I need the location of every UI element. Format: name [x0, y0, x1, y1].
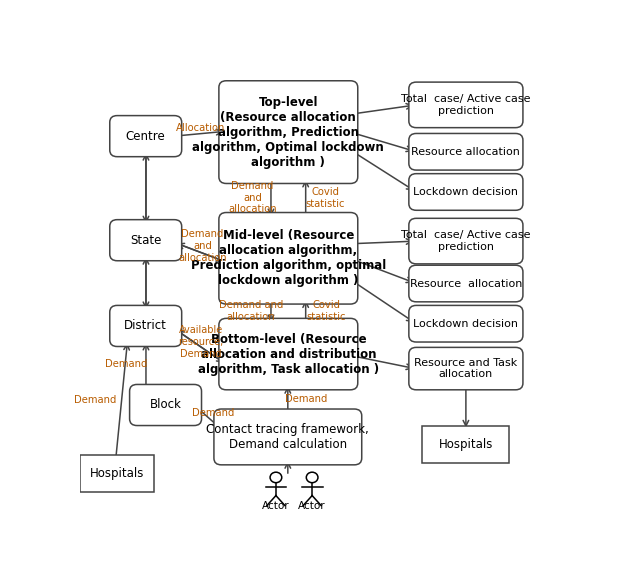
Text: Demand: Demand	[74, 395, 116, 405]
Text: Total  case/ Active case
prediction: Total case/ Active case prediction	[401, 230, 531, 252]
Text: Demand and
allocation: Demand and allocation	[219, 300, 284, 322]
Text: Demand
and
allocation: Demand and allocation	[178, 230, 227, 263]
Text: State: State	[130, 234, 161, 246]
FancyBboxPatch shape	[219, 212, 358, 304]
Text: Demand: Demand	[285, 394, 328, 404]
FancyBboxPatch shape	[219, 81, 358, 183]
FancyBboxPatch shape	[80, 455, 154, 492]
FancyBboxPatch shape	[409, 347, 523, 390]
FancyBboxPatch shape	[409, 173, 523, 211]
FancyBboxPatch shape	[409, 265, 523, 302]
Text: Lockdown decision: Lockdown decision	[413, 319, 518, 329]
Text: Resource and Task
allocation: Resource and Task allocation	[414, 358, 518, 379]
Text: Bottom-level (Resource
allocation and distribution
algorithm, Task allocation ): Bottom-level (Resource allocation and di…	[198, 332, 379, 376]
Text: Hospitals: Hospitals	[90, 467, 145, 480]
Text: District: District	[124, 320, 167, 332]
FancyBboxPatch shape	[129, 385, 202, 426]
Text: Covid
statistic: Covid statistic	[305, 187, 345, 209]
FancyBboxPatch shape	[110, 220, 182, 261]
Text: Centre: Centre	[126, 130, 166, 143]
Text: Actor: Actor	[262, 501, 290, 512]
Text: Demand: Demand	[192, 408, 234, 419]
Text: Total  case/ Active case
prediction: Total case/ Active case prediction	[401, 94, 531, 115]
FancyBboxPatch shape	[110, 306, 182, 346]
FancyBboxPatch shape	[409, 133, 523, 170]
FancyBboxPatch shape	[219, 318, 358, 390]
Text: Available
resource,
Demand: Available resource, Demand	[179, 325, 223, 358]
Text: Lockdown decision: Lockdown decision	[413, 187, 518, 197]
Text: Actor: Actor	[298, 501, 326, 512]
Text: Mid-level (Resource
allocation algorithm,
Prediction algorithm, optimal
lockdown: Mid-level (Resource allocation algorithm…	[191, 229, 386, 287]
Text: Allocation: Allocation	[176, 122, 225, 133]
FancyBboxPatch shape	[214, 409, 362, 465]
Text: Resource  allocation: Resource allocation	[410, 278, 522, 288]
Text: Covid
statistic: Covid statistic	[307, 300, 346, 322]
Text: Resource allocation: Resource allocation	[412, 147, 520, 157]
Text: Block: Block	[150, 398, 182, 411]
Text: Demand
and
allocation: Demand and allocation	[228, 181, 277, 215]
FancyBboxPatch shape	[409, 306, 523, 342]
FancyBboxPatch shape	[409, 218, 523, 264]
Text: Demand: Demand	[106, 360, 148, 369]
Text: Top-level
(Resource allocation
algorithm, Prediction
algorithm, Optimal lockdown: Top-level (Resource allocation algorithm…	[193, 96, 384, 169]
Text: Contact tracing framework,
Demand calculation: Contact tracing framework, Demand calcul…	[207, 423, 369, 451]
FancyBboxPatch shape	[409, 82, 523, 128]
Text: Hospitals: Hospitals	[438, 438, 493, 451]
FancyBboxPatch shape	[422, 426, 509, 463]
FancyBboxPatch shape	[110, 115, 182, 157]
